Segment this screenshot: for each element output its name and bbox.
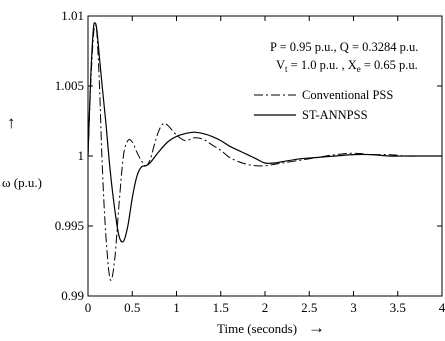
series-lines <box>87 22 442 281</box>
annotation-voltage-reactance: Vt = 1.0 p.u. , Xe = 0.65 p.u. <box>276 58 418 74</box>
y-axis-ticks: 0.99 0.995 1 1.005 1.01 <box>55 8 442 303</box>
annotation-operating-point: P = 0.95 p.u., Q = 0.3284 p.u. <box>270 40 418 54</box>
legend-label-conventional-pss: Conventional PSS <box>302 88 393 102</box>
y-tick-label: 1.005 <box>55 78 84 93</box>
y-tick-label: 0.995 <box>55 218 84 233</box>
series-line-st-annpss <box>87 22 442 243</box>
x-tick-label: 1 <box>173 300 180 315</box>
x-tick-label: 1.5 <box>213 300 229 315</box>
y-tick-label: 1.01 <box>61 8 84 23</box>
y-axis-arrow: ↑ <box>7 113 16 132</box>
y-tick-label: 0.99 <box>61 288 84 303</box>
x-tick-label: 3 <box>350 300 357 315</box>
x-tick-label: 2 <box>262 300 269 315</box>
annotation-suffix: = 0.65 p.u. <box>361 58 418 72</box>
legend-label-st-annpss: ST-ANNPSS <box>302 108 368 122</box>
legend: Conventional PSS ST-ANNPSS <box>254 88 393 122</box>
y-axis-label: ω (p.u.) <box>2 175 42 190</box>
x-tick-label: 3.5 <box>390 300 406 315</box>
annotation-sub-e: e <box>357 64 361 74</box>
annotation-mid: = 1.0 p.u. , X <box>288 58 357 72</box>
x-tick-label: 2.5 <box>301 300 317 315</box>
x-tick-label: 0.5 <box>124 300 140 315</box>
x-tick-label: 4 <box>439 300 445 315</box>
x-tick-label: 0 <box>85 300 92 315</box>
x-axis-label: Time (seconds) <box>217 321 297 336</box>
x-axis-ticks: 0 0.5 1 1.5 2 2.5 3 3.5 4 <box>85 16 445 315</box>
annotation-v-prefix: V <box>276 58 285 72</box>
series-line-conventional-pss <box>87 24 442 281</box>
annotation-sub-t: t <box>285 64 288 74</box>
y-tick-label: 1 <box>78 148 85 163</box>
x-axis-arrow: → <box>308 318 325 337</box>
